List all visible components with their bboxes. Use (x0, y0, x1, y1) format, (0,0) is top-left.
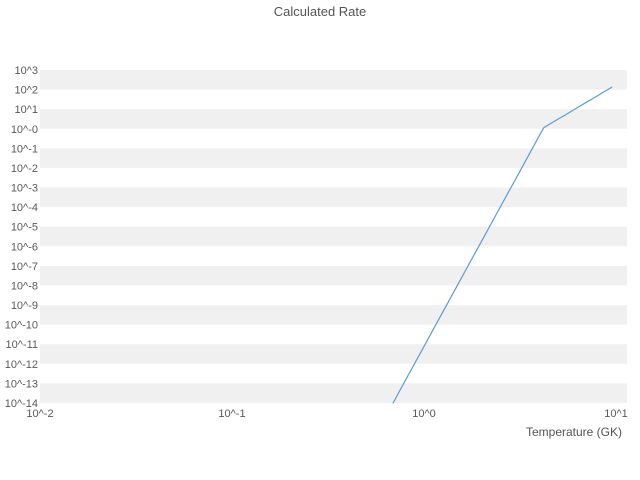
grid-band (40, 167, 627, 188)
grid-band (40, 265, 627, 286)
grid-band (40, 344, 627, 364)
y-tick-label: 10^-6 (11, 241, 38, 253)
rate-line (392, 86, 613, 404)
y-tick-label: 10^-9 (11, 300, 38, 312)
y-tick-label: 10^-4 (11, 202, 38, 214)
grid-band (40, 305, 627, 325)
y-tick-label: 10^-3 (11, 183, 38, 195)
y-tick-label: 10^-8 (11, 281, 38, 293)
y-tick-label: 10^-1 (11, 143, 38, 155)
y-tick-label: 10^-5 (11, 222, 38, 234)
grid-band (40, 148, 627, 168)
y-tick-label: 10^-14 (5, 398, 38, 410)
y-tick-label: 10^3 (14, 65, 38, 77)
grid-band (40, 383, 627, 403)
y-tick-label: 10^-7 (11, 261, 38, 273)
y-tick-label: 10^-13 (5, 378, 38, 390)
y-tick-label: 10^-11 (6, 339, 38, 351)
y-tick-label: 10^-0 (11, 124, 38, 136)
grid-band (40, 324, 627, 345)
grid-band (40, 187, 627, 208)
x-tick-label: 10^0 (412, 408, 436, 420)
grid-band (40, 128, 627, 149)
grid-band (40, 70, 627, 90)
x-axis-label: Temperature (GK) (525, 425, 622, 439)
grid-band (40, 109, 627, 129)
grid-band (40, 363, 627, 384)
y-tick-label: 10^-10 (5, 320, 38, 332)
x-tick-label: 10^1 (604, 408, 628, 420)
x-tick-label: 10^-1 (218, 408, 245, 420)
y-tick-label: 10^2 (14, 85, 38, 97)
grid-band (40, 207, 627, 227)
chart-title: Calculated Rate (273, 4, 367, 19)
grid-band (40, 89, 627, 110)
grid-band (40, 226, 627, 247)
y-tick-label: 10^-2 (11, 163, 38, 175)
y-tick-label: 10^-12 (5, 359, 38, 371)
grid-band (40, 246, 627, 266)
grid-band (40, 285, 627, 306)
x-tick-label: 10^-2 (26, 408, 53, 420)
y-tick-label: 10^1 (14, 104, 38, 116)
